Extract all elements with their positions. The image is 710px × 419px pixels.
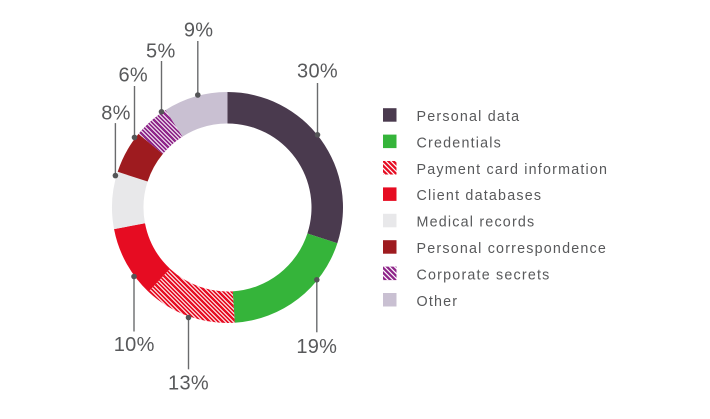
svg-text:Credentials: Credentials [417, 135, 503, 151]
svg-text:Client databases: Client databases [417, 188, 543, 204]
svg-text:13%: 13% [168, 373, 209, 395]
svg-text:Payment card information: Payment card information [417, 162, 609, 178]
svg-text:5%: 5% [146, 40, 176, 62]
svg-text:30%: 30% [297, 60, 338, 82]
svg-text:Other: Other [417, 294, 459, 310]
svg-text:Personal correspondence: Personal correspondence [417, 241, 608, 257]
svg-text:10%: 10% [114, 334, 155, 356]
svg-text:Medical records: Medical records [417, 215, 536, 231]
svg-text:Personal data: Personal data [417, 109, 521, 125]
svg-text:8%: 8% [101, 103, 131, 125]
svg-text:Corporate secrets: Corporate secrets [417, 267, 551, 283]
svg-text:9%: 9% [184, 20, 214, 42]
svg-text:6%: 6% [118, 65, 148, 87]
svg-text:19%: 19% [296, 336, 337, 358]
